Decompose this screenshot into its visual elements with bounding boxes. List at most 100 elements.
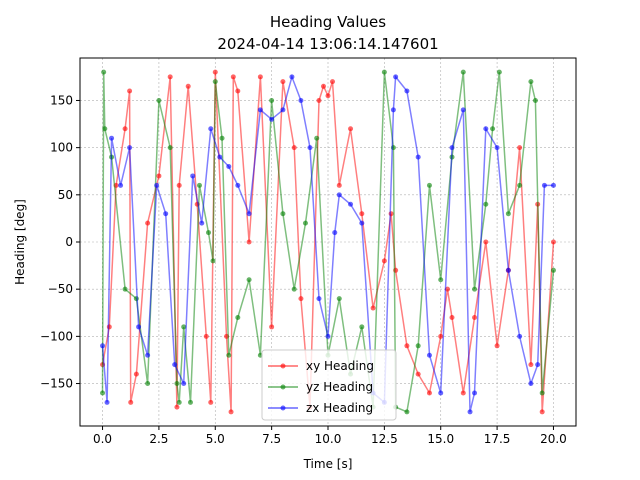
data-point-zx-heading bbox=[460, 107, 466, 113]
data-point-yz-heading bbox=[532, 97, 538, 103]
data-point-zx-heading bbox=[550, 182, 556, 188]
data-point-yz-heading bbox=[156, 97, 162, 103]
data-point-yz-heading bbox=[505, 211, 511, 217]
data-point-xy-heading bbox=[388, 211, 394, 217]
data-point-zx-heading bbox=[307, 145, 313, 151]
data-point-zx-heading bbox=[118, 182, 124, 188]
data-point-xy-heading bbox=[235, 88, 241, 94]
chart-title: Heading Values bbox=[270, 13, 386, 31]
legend-marker-yz-heading bbox=[280, 384, 286, 390]
data-point-zx-heading bbox=[348, 201, 354, 207]
y-tick-label: 0 bbox=[65, 235, 73, 249]
data-point-zx-heading bbox=[426, 352, 432, 358]
data-point-zx-heading bbox=[316, 296, 322, 302]
data-point-zx-heading bbox=[145, 352, 151, 358]
data-point-yz-heading bbox=[550, 267, 556, 273]
data-point-yz-heading bbox=[460, 69, 466, 75]
data-point-yz-heading bbox=[496, 69, 502, 75]
data-point-xy-heading bbox=[203, 333, 209, 339]
data-point-zx-heading bbox=[505, 267, 511, 273]
x-tick-label: 2.5 bbox=[149, 432, 168, 446]
data-point-zx-heading bbox=[269, 116, 275, 122]
data-point-xy-heading bbox=[280, 79, 286, 85]
data-point-yz-heading bbox=[415, 343, 421, 349]
data-point-zx-heading bbox=[280, 107, 286, 113]
x-tick-label: 17.5 bbox=[484, 432, 511, 446]
y-tick-label: 50 bbox=[58, 188, 73, 202]
data-point-zx-heading bbox=[109, 135, 115, 141]
data-point-xy-heading bbox=[415, 371, 421, 377]
data-point-xy-heading bbox=[539, 409, 545, 415]
data-point-xy-heading bbox=[472, 314, 478, 320]
data-point-xy-heading bbox=[325, 93, 331, 99]
legend-label-yz-heading: yz Heading bbox=[306, 380, 373, 394]
data-point-yz-heading bbox=[291, 286, 297, 292]
data-point-yz-heading bbox=[196, 182, 202, 188]
data-point-yz-heading bbox=[490, 126, 496, 132]
data-point-yz-heading bbox=[235, 314, 241, 320]
data-point-yz-heading bbox=[100, 390, 106, 396]
data-point-yz-heading bbox=[145, 381, 151, 387]
data-point-xy-heading bbox=[145, 220, 151, 226]
data-point-zx-heading bbox=[541, 182, 547, 188]
data-point-xy-heading bbox=[228, 409, 234, 415]
data-point-yz-heading bbox=[269, 97, 275, 103]
data-point-xy-heading bbox=[381, 258, 387, 264]
data-point-xy-heading bbox=[167, 74, 173, 80]
data-point-zx-heading bbox=[393, 74, 399, 80]
data-point-yz-heading bbox=[426, 182, 432, 188]
data-point-zx-heading bbox=[528, 381, 534, 387]
data-point-xy-heading bbox=[230, 74, 236, 80]
legend-box bbox=[261, 349, 397, 421]
data-point-yz-heading bbox=[176, 399, 182, 405]
data-point-zx-heading bbox=[298, 97, 304, 103]
data-point-xy-heading bbox=[460, 390, 466, 396]
data-point-yz-heading bbox=[314, 135, 320, 141]
data-point-yz-heading bbox=[404, 409, 410, 415]
legend-label-xy-heading: xy Heading bbox=[306, 359, 374, 373]
data-point-yz-heading bbox=[174, 381, 180, 387]
data-point-yz-heading bbox=[101, 69, 107, 75]
data-point-xy-heading bbox=[185, 83, 191, 89]
data-point-yz-heading bbox=[181, 324, 187, 330]
data-point-zx-heading bbox=[467, 409, 473, 415]
data-point-zx-heading bbox=[163, 211, 169, 217]
y-tick-label: −100 bbox=[40, 329, 73, 343]
data-point-zx-heading bbox=[127, 145, 133, 151]
data-point-xy-heading bbox=[246, 239, 252, 245]
data-point-zx-heading bbox=[181, 381, 187, 387]
data-point-zx-heading bbox=[404, 88, 410, 94]
data-point-xy-heading bbox=[208, 399, 214, 405]
data-point-zx-heading bbox=[246, 211, 252, 217]
data-point-xy-heading bbox=[127, 88, 133, 94]
data-point-xy-heading bbox=[370, 305, 376, 311]
data-point-xy-heading bbox=[212, 69, 218, 75]
data-point-yz-heading bbox=[246, 277, 252, 283]
chart-subtitle: 2024-04-14 13:06:14.147601 bbox=[217, 35, 438, 53]
data-point-zx-heading bbox=[199, 220, 205, 226]
legend-label-zx-heading: zx Heading bbox=[306, 401, 373, 415]
data-point-xy-heading bbox=[483, 239, 489, 245]
data-point-yz-heading bbox=[483, 201, 489, 207]
data-point-yz-heading bbox=[206, 230, 212, 236]
y-tick-label: −50 bbox=[48, 282, 73, 296]
x-tick-label: 15.0 bbox=[427, 432, 454, 446]
data-point-zx-heading bbox=[415, 154, 421, 160]
data-point-xy-heading bbox=[291, 145, 297, 151]
series-line-zx-heading bbox=[101, 74, 554, 412]
data-point-yz-heading bbox=[302, 220, 308, 226]
data-point-xy-heading bbox=[122, 126, 128, 132]
data-point-xy-heading bbox=[316, 97, 322, 103]
data-point-xy-heading bbox=[320, 83, 326, 89]
data-point-zx-heading bbox=[325, 333, 331, 339]
data-point-yz-heading bbox=[539, 390, 545, 396]
data-point-yz-heading bbox=[359, 324, 365, 330]
data-point-zx-heading bbox=[136, 324, 142, 330]
data-point-xy-heading bbox=[257, 74, 263, 80]
axis-ticks: 0.0 2.5 5.0 7.5 10.0 12.5 15.0 17.5 20.0 −150 −100… bbox=[40, 93, 567, 446]
data-point-zx-heading bbox=[289, 74, 295, 80]
series-zx-heading bbox=[100, 74, 556, 415]
data-point-xy-heading bbox=[330, 79, 336, 85]
data-point-yz-heading bbox=[187, 399, 193, 405]
data-point-zx-heading bbox=[190, 173, 196, 179]
